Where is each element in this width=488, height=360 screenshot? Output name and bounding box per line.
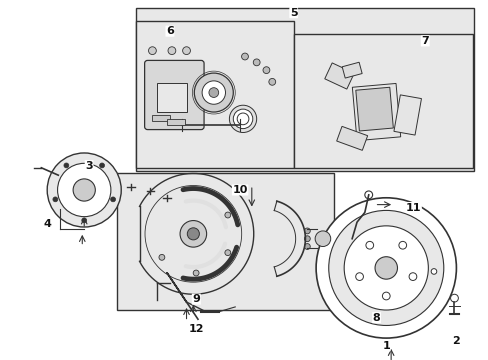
Bar xyxy=(157,83,186,112)
Text: 3: 3 xyxy=(85,161,93,171)
Bar xyxy=(342,62,362,78)
Circle shape xyxy=(374,257,397,279)
Circle shape xyxy=(364,191,372,199)
Circle shape xyxy=(237,113,248,125)
Bar xyxy=(293,34,472,168)
Text: 11: 11 xyxy=(405,203,421,212)
Text: 5: 5 xyxy=(289,8,297,18)
Bar xyxy=(352,84,400,141)
Text: 6: 6 xyxy=(166,26,174,36)
Circle shape xyxy=(64,163,69,168)
Circle shape xyxy=(355,273,363,280)
Circle shape xyxy=(263,67,269,73)
Circle shape xyxy=(148,47,156,55)
Circle shape xyxy=(81,218,86,223)
Circle shape xyxy=(449,294,457,302)
Circle shape xyxy=(315,198,455,338)
Circle shape xyxy=(241,53,248,60)
Bar xyxy=(336,126,367,150)
Circle shape xyxy=(365,242,373,249)
Bar xyxy=(152,115,170,121)
Bar xyxy=(117,174,333,310)
Circle shape xyxy=(194,73,233,112)
Circle shape xyxy=(253,59,260,66)
Circle shape xyxy=(202,81,225,104)
Text: 4: 4 xyxy=(43,219,51,229)
Circle shape xyxy=(58,163,111,217)
Text: 7: 7 xyxy=(421,36,428,46)
FancyBboxPatch shape xyxy=(144,60,203,130)
Text: 8: 8 xyxy=(372,312,380,323)
Circle shape xyxy=(382,292,389,300)
Circle shape xyxy=(344,226,427,310)
Circle shape xyxy=(47,153,121,227)
Circle shape xyxy=(304,236,309,242)
Circle shape xyxy=(53,197,58,202)
Circle shape xyxy=(73,179,95,201)
Circle shape xyxy=(268,78,275,85)
Text: 9: 9 xyxy=(192,294,200,304)
Circle shape xyxy=(328,210,443,325)
Circle shape xyxy=(229,105,256,132)
Circle shape xyxy=(224,212,230,218)
Circle shape xyxy=(314,231,330,247)
Circle shape xyxy=(304,244,309,249)
Circle shape xyxy=(430,269,436,274)
Circle shape xyxy=(233,109,252,129)
Circle shape xyxy=(100,163,104,168)
Circle shape xyxy=(398,242,406,249)
Text: 12: 12 xyxy=(188,324,203,334)
Bar xyxy=(324,63,353,89)
Text: 2: 2 xyxy=(451,336,459,346)
Circle shape xyxy=(159,255,164,260)
Bar xyxy=(136,8,473,171)
Circle shape xyxy=(304,228,309,234)
Circle shape xyxy=(168,47,176,55)
Bar xyxy=(393,95,421,135)
Bar xyxy=(167,119,184,125)
Bar xyxy=(136,22,293,168)
Text: 10: 10 xyxy=(232,185,247,195)
Circle shape xyxy=(224,250,230,256)
Circle shape xyxy=(182,47,190,55)
Text: 1: 1 xyxy=(382,341,389,351)
Bar xyxy=(355,87,392,131)
Circle shape xyxy=(208,88,218,98)
Circle shape xyxy=(193,270,199,276)
Circle shape xyxy=(180,221,206,247)
Circle shape xyxy=(110,197,115,202)
Circle shape xyxy=(187,228,199,240)
Circle shape xyxy=(408,273,416,280)
